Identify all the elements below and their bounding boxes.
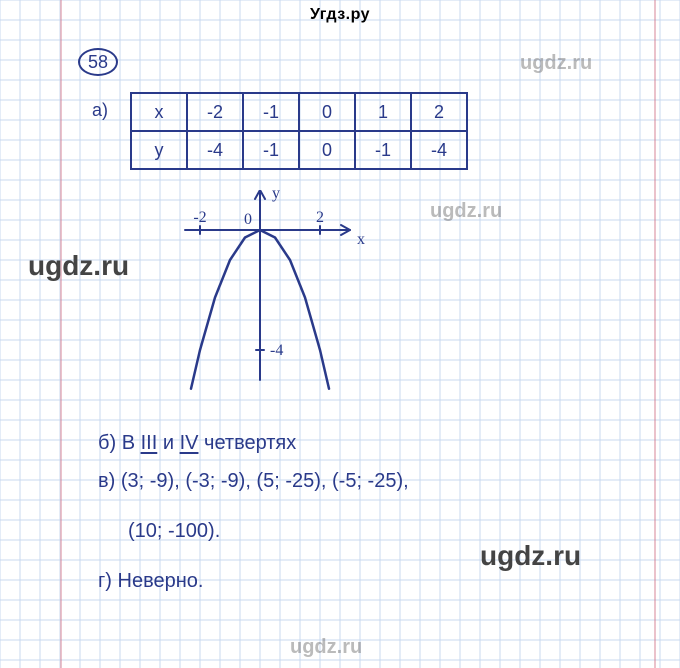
answer-part-v: в) (3; -9), (-3; -9), (5; -25), (-5; -25…: [98, 470, 658, 493]
cell: -4: [187, 131, 243, 169]
part-b-prefix: В: [122, 432, 141, 454]
part-a-label: а): [92, 100, 108, 121]
cell: 2: [411, 93, 467, 131]
part-g-label: г): [98, 570, 112, 592]
site-name: Угдз.ру: [310, 6, 370, 23]
cell: -1: [243, 93, 299, 131]
table-row: y -4 -1 0 -1 -4: [131, 131, 467, 169]
page-header: Угдз.ру: [0, 0, 680, 24]
cell: 0: [299, 131, 355, 169]
cell: -4: [411, 131, 467, 169]
chart-svg: -2 2 -4 0 x y: [150, 190, 410, 390]
cell: -1: [355, 131, 411, 169]
quadrant-iv: IV: [180, 432, 199, 454]
watermark: ugdz.ru: [28, 250, 129, 282]
watermark: ugdz.ru: [290, 636, 362, 659]
svg-text:-2: -2: [193, 209, 206, 226]
watermark: ugdz.ru: [520, 52, 592, 75]
cell: -2: [187, 93, 243, 131]
answer-part-b: б) В III и IV четвертях: [98, 432, 296, 455]
part-b-and: и: [157, 432, 179, 454]
xy-value-table: x -2 -1 0 1 2 y -4 -1 0 -1 -4: [130, 92, 468, 170]
table-row: x -2 -1 0 1 2: [131, 93, 467, 131]
cell: -1: [243, 131, 299, 169]
part-v-line2: (10; -100).: [128, 520, 220, 542]
worksheet-page: Угдз.ру 58 а) x -2 -1 0 1 2 y -4 -1 0 -1…: [0, 0, 680, 668]
quadrant-iii: III: [141, 432, 158, 454]
part-v-line1: (3; -9), (-3; -9), (5; -25), (-5; -25),: [121, 470, 409, 492]
problem-number-circled: 58: [78, 48, 118, 76]
svg-text:y: y: [272, 190, 280, 202]
row-header-x: x: [131, 93, 187, 131]
parabola-chart: -2 2 -4 0 x y: [150, 190, 410, 390]
answer-part-v-line2: (10; -100).: [128, 520, 220, 543]
svg-text:0: 0: [244, 211, 252, 228]
svg-text:2: 2: [316, 209, 324, 226]
answer-part-g: г) Неверно.: [98, 570, 203, 593]
watermark: ugdz.ru: [480, 540, 581, 572]
watermark: ugdz.ru: [430, 200, 502, 223]
cell: 0: [299, 93, 355, 131]
row-header-y: y: [131, 131, 187, 169]
svg-text:x: x: [357, 231, 365, 248]
svg-text:-4: -4: [270, 342, 283, 359]
problem-number: 58: [88, 52, 108, 72]
part-b-suffix: четвертях: [198, 432, 296, 454]
part-g-text: Неверно.: [118, 570, 204, 592]
cell: 1: [355, 93, 411, 131]
part-b-label: б): [98, 432, 116, 454]
part-v-label: в): [98, 470, 115, 492]
